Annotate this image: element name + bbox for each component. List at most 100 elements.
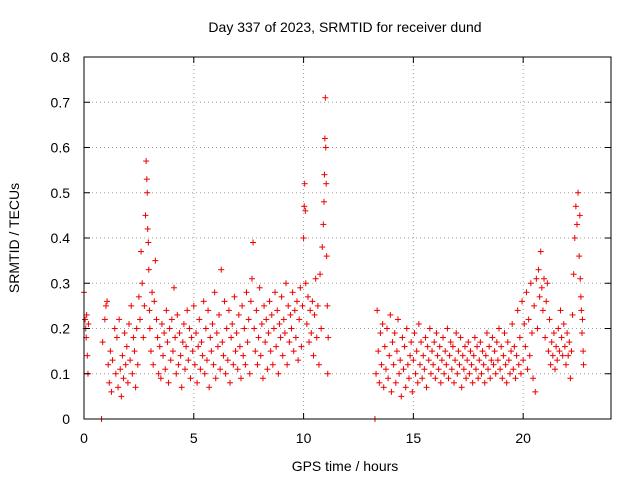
data-point [505, 357, 512, 364]
data-point [225, 307, 232, 314]
data-point [375, 348, 382, 355]
data-point [147, 348, 154, 355]
data-point [228, 334, 235, 341]
data-point [196, 316, 203, 323]
data-point [530, 375, 537, 382]
data-point [490, 361, 497, 368]
grid [84, 57, 611, 419]
data-point [376, 379, 383, 386]
data-point [568, 348, 575, 355]
data-point [381, 343, 388, 350]
data-point [374, 307, 381, 314]
data-point [145, 239, 152, 246]
data-point [195, 343, 202, 350]
data-point [306, 339, 313, 346]
data-point [524, 366, 531, 373]
data-point [510, 366, 517, 373]
data-point [256, 284, 263, 291]
data-point [456, 361, 463, 368]
data-point [113, 334, 120, 341]
data-point [257, 352, 264, 359]
data-point [580, 361, 587, 368]
data-point [396, 370, 403, 377]
data-point [85, 320, 92, 327]
data-point [542, 334, 549, 341]
data-point [408, 339, 415, 346]
data-point [577, 275, 584, 282]
data-point [184, 307, 191, 314]
data-point [498, 343, 505, 350]
data-point [153, 316, 160, 323]
data-point [278, 293, 285, 300]
y-tick-label: 0.5 [51, 185, 71, 201]
y-tick-label: 0.7 [51, 94, 71, 110]
data-point [384, 325, 391, 332]
data-point [455, 348, 462, 355]
data-point [223, 325, 230, 332]
data-point [391, 330, 398, 337]
data-point [224, 357, 231, 364]
data-point [322, 94, 329, 101]
data-point [314, 302, 321, 309]
data-point [146, 325, 153, 332]
data-point [240, 352, 247, 359]
data-point [303, 320, 310, 327]
data-point [199, 352, 206, 359]
data-point [501, 330, 508, 337]
data-point [400, 366, 407, 373]
data-point [212, 375, 219, 382]
data-point [476, 357, 483, 364]
data-point [188, 334, 195, 341]
data-point [536, 293, 543, 300]
data-point [554, 357, 561, 364]
data-point [158, 320, 165, 327]
data-point [440, 334, 447, 341]
data-point [380, 384, 387, 391]
data-point [477, 339, 484, 346]
data-point [229, 320, 236, 327]
data-point [154, 334, 161, 341]
data-point [323, 180, 330, 187]
data-point [572, 203, 579, 210]
data-point [445, 375, 452, 382]
data-point [123, 343, 130, 350]
data-point [180, 320, 187, 327]
data-point [436, 343, 443, 350]
data-point [467, 348, 474, 355]
data-point [503, 379, 510, 386]
data-point [404, 361, 411, 368]
data-point [475, 375, 482, 382]
data-point [435, 366, 442, 373]
data-point [457, 334, 464, 341]
data-point [576, 212, 583, 219]
data-point [160, 352, 167, 359]
x-tick-label: 0 [80, 430, 88, 446]
data-point [426, 325, 433, 332]
data-point [149, 289, 156, 296]
data-point [203, 357, 210, 364]
data-point [390, 361, 397, 368]
data-point [250, 239, 257, 246]
data-point [130, 334, 137, 341]
data-point [459, 352, 466, 359]
data-point [145, 266, 152, 273]
data-point [423, 384, 430, 391]
data-point [506, 370, 513, 377]
data-point [487, 375, 494, 382]
data-point [112, 370, 119, 377]
data-point [266, 298, 273, 305]
data-point [389, 339, 396, 346]
data-point [401, 343, 408, 350]
data-point [548, 339, 555, 346]
data-point [398, 393, 405, 400]
x-axis-title: GPS time / hours [292, 458, 399, 474]
data-point [99, 339, 106, 346]
data-point [460, 366, 467, 373]
data-point [279, 352, 286, 359]
data-point [516, 334, 523, 341]
data-point [115, 384, 122, 391]
data-point [190, 302, 197, 309]
data-point [397, 357, 404, 364]
data-point [403, 325, 410, 332]
